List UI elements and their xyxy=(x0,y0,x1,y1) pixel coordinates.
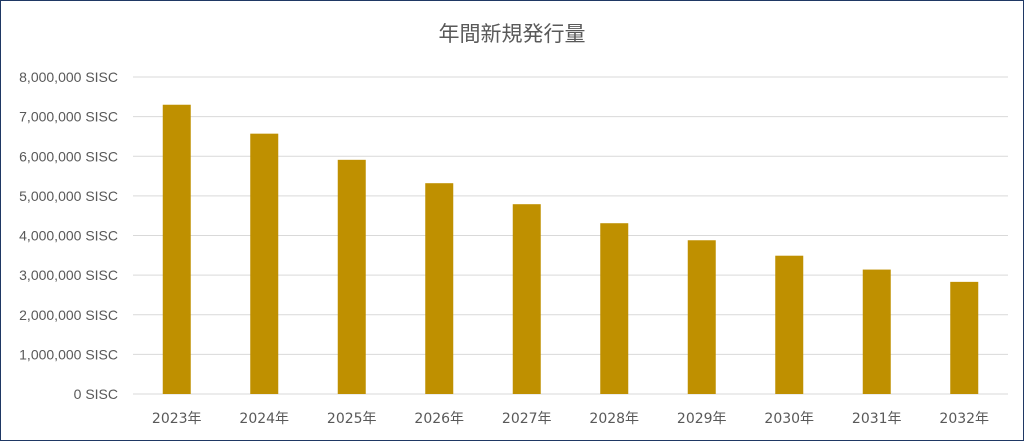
x-tick-label: 2032年 xyxy=(939,411,989,427)
y-axis-tick-labels: 0 SISC 1,000,000 SISC 2,000,000 SISC 3,000,… xyxy=(19,69,118,402)
bar-series xyxy=(162,104,979,395)
bar xyxy=(512,204,541,394)
y-tick-label: 6,000,000 SISC xyxy=(19,148,118,164)
bar xyxy=(337,159,366,394)
y-tick-label: 7,000,000 SISC xyxy=(19,109,118,125)
y-tick-label: 2,000,000 SISC xyxy=(19,307,118,323)
x-tick-label: 2025年 xyxy=(327,411,377,427)
x-tick-label: 2026年 xyxy=(414,411,464,427)
x-tick-label: 2024年 xyxy=(239,411,289,427)
x-tick-label: 2029年 xyxy=(677,411,727,427)
x-tick-label: 2028年 xyxy=(589,411,639,427)
grid-lines xyxy=(133,76,1008,395)
bar xyxy=(162,104,191,395)
x-tick-label: 2027年 xyxy=(502,411,552,427)
bar xyxy=(425,183,454,394)
chart-title: 年間新規発行量 xyxy=(438,22,586,46)
x-tick-label: 2023年 xyxy=(152,411,202,427)
x-tick-label: 2030年 xyxy=(764,411,814,427)
y-tick-label: 3,000,000 SISC xyxy=(19,267,118,283)
bar xyxy=(687,240,716,394)
y-tick-label: 4,000,000 SISC xyxy=(19,228,118,244)
y-tick-label: 5,000,000 SISC xyxy=(19,188,118,204)
bar xyxy=(600,223,629,394)
x-tick-label: 2031年 xyxy=(852,411,902,427)
x-axis-tick-labels: 2023年 2024年 2025年 2026年 2027年 2028年 2029年 2030年… xyxy=(152,411,989,427)
y-tick-label: 1,000,000 SISC xyxy=(19,346,118,362)
bar xyxy=(775,255,804,394)
y-tick-label: 0 SISC xyxy=(74,386,118,402)
bar xyxy=(250,133,279,394)
bar xyxy=(950,281,979,394)
bar xyxy=(862,269,891,394)
y-tick-label: 8,000,000 SISC xyxy=(19,69,118,85)
